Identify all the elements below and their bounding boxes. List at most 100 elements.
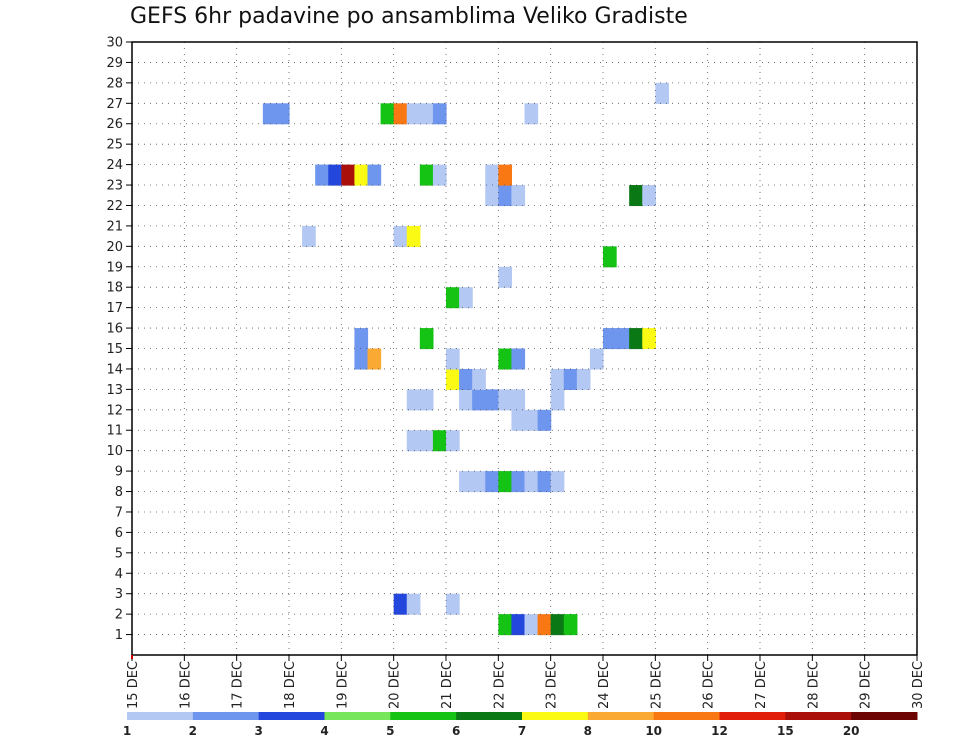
x-tick-label: 19 DEC bbox=[335, 661, 350, 709]
heat-cell bbox=[354, 164, 369, 186]
colorbar-label: 15 bbox=[777, 724, 794, 738]
heat-cell bbox=[550, 389, 565, 411]
heat-cell bbox=[603, 328, 617, 350]
heat-cell bbox=[485, 471, 499, 493]
heat-cell bbox=[511, 409, 526, 431]
colorbar-label: 5 bbox=[386, 724, 394, 738]
heat-cell bbox=[315, 164, 329, 186]
heat-cell bbox=[511, 471, 526, 493]
heat-cell bbox=[511, 185, 526, 207]
heat-cell bbox=[432, 164, 447, 186]
x-tick-label: 21 DEC bbox=[440, 661, 455, 709]
y-tick-label: 14 bbox=[106, 362, 123, 377]
colorbar-label: 6 bbox=[452, 724, 460, 738]
heat-cell bbox=[432, 430, 447, 452]
x-tick-label: 25 DEC bbox=[649, 661, 664, 709]
colorbar-swatch bbox=[390, 712, 457, 720]
colorbar-swatch bbox=[324, 712, 391, 720]
y-tick-label: 22 bbox=[106, 199, 123, 214]
colorbar-swatch bbox=[456, 712, 523, 720]
colorbar-swatch bbox=[127, 712, 194, 720]
heat-cell bbox=[655, 82, 670, 104]
y-tick-label: 25 bbox=[106, 138, 123, 153]
heat-cell bbox=[537, 409, 552, 431]
heat-cell bbox=[446, 368, 460, 390]
y-tick-label: 16 bbox=[106, 322, 123, 337]
heat-cell bbox=[380, 103, 395, 125]
y-tick-label: 11 bbox=[106, 424, 123, 439]
heat-cell bbox=[459, 368, 473, 390]
heat-cell bbox=[367, 348, 382, 370]
heat-cell bbox=[537, 614, 552, 636]
y-tick-label: 6 bbox=[115, 526, 123, 541]
colorbar-label: 20 bbox=[843, 724, 860, 738]
heat-cell bbox=[419, 164, 434, 186]
y-tick-label: 19 bbox=[106, 260, 123, 275]
heat-cell bbox=[498, 164, 513, 186]
y-tick-label: 9 bbox=[115, 465, 123, 480]
heat-cell bbox=[367, 164, 382, 186]
heat-cell bbox=[419, 328, 434, 350]
heat-cell bbox=[589, 348, 604, 370]
x-tick-label: 17 DEC bbox=[231, 661, 246, 709]
heat-cell bbox=[563, 614, 578, 636]
heat-cell bbox=[576, 368, 591, 390]
x-tick-label: 29 DEC bbox=[859, 661, 874, 709]
heat-cell bbox=[524, 409, 539, 431]
heat-cell bbox=[629, 185, 643, 207]
colorbar-swatch bbox=[192, 712, 260, 720]
heat-cell bbox=[406, 389, 421, 411]
heat-cell bbox=[459, 471, 473, 493]
heat-cell bbox=[498, 266, 513, 288]
heat-cell bbox=[354, 328, 369, 350]
heat-cell bbox=[550, 368, 565, 390]
y-tick-label: 2 bbox=[115, 608, 123, 623]
heat-cell bbox=[262, 103, 277, 125]
heat-cell bbox=[550, 614, 565, 636]
heat-cell bbox=[498, 348, 513, 370]
y-tick-label: 13 bbox=[106, 383, 123, 398]
y-tick-label: 20 bbox=[106, 240, 123, 255]
y-axis: 1234567891011121314151617181920212223242… bbox=[106, 36, 132, 643]
colorbar-label: 10 bbox=[645, 724, 662, 738]
y-tick-label: 23 bbox=[106, 179, 123, 194]
y-tick-label: 28 bbox=[106, 76, 123, 91]
y-tick-label: 30 bbox=[106, 36, 123, 51]
colorbar-swatch bbox=[785, 712, 852, 720]
x-tick-label: 26 DEC bbox=[702, 661, 717, 709]
x-tick-label: 28 DEC bbox=[806, 661, 821, 709]
colorbar-label: 2 bbox=[189, 724, 197, 738]
colorbar-label: 7 bbox=[518, 724, 526, 738]
heat-cell bbox=[537, 471, 552, 493]
heat-cell bbox=[406, 593, 421, 615]
heat-cell bbox=[328, 164, 342, 186]
y-tick-label: 29 bbox=[106, 56, 123, 71]
heat-cell bbox=[354, 348, 369, 370]
heat-cell bbox=[642, 185, 656, 207]
colorbar-label: 4 bbox=[320, 724, 328, 738]
heat-cell bbox=[446, 430, 460, 452]
heat-cell bbox=[341, 164, 356, 186]
colorbar-swatch bbox=[851, 712, 918, 720]
x-tick-label: 23 DEC bbox=[545, 661, 560, 709]
heat-cell bbox=[498, 185, 513, 207]
heat-cell bbox=[550, 471, 565, 493]
heat-cell bbox=[563, 368, 578, 390]
chart-title: GEFS 6hr padavine po ansamblima Veliko G… bbox=[130, 4, 688, 29]
x-tick-label: 15 DEC bbox=[126, 661, 141, 709]
y-tick-label: 8 bbox=[115, 485, 123, 500]
cells-layer bbox=[262, 82, 670, 636]
x-tick-label: 30 DEC bbox=[911, 661, 926, 709]
heat-cell bbox=[419, 103, 434, 125]
heat-cell bbox=[642, 328, 656, 350]
y-tick-label: 4 bbox=[115, 567, 123, 582]
heat-cell bbox=[498, 614, 513, 636]
heat-cell bbox=[511, 348, 526, 370]
heat-cell bbox=[419, 389, 434, 411]
heat-cell bbox=[485, 389, 499, 411]
heat-cell bbox=[459, 287, 473, 309]
y-tick-label: 26 bbox=[106, 117, 123, 132]
heat-cell bbox=[472, 389, 486, 411]
y-tick-label: 27 bbox=[106, 97, 123, 112]
